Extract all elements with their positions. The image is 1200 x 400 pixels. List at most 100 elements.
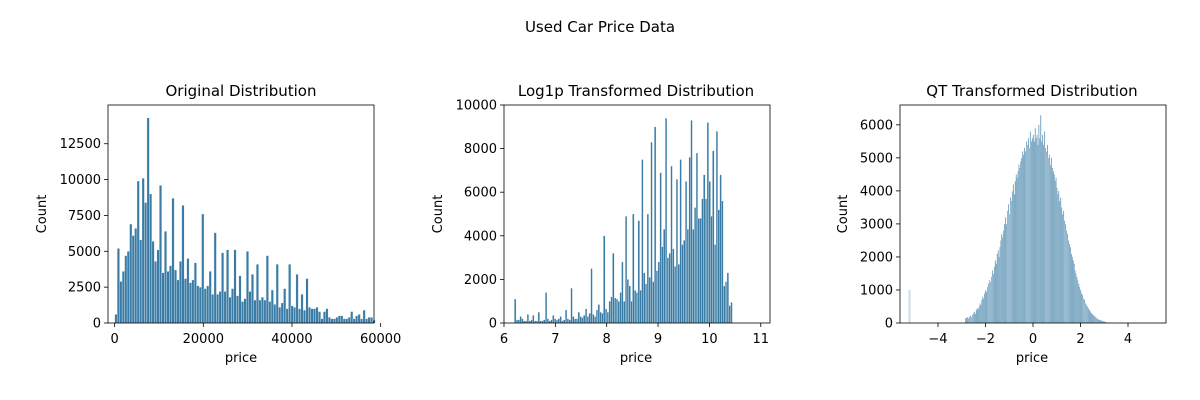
histogram-bar (634, 290, 637, 324)
histogram-bar (659, 172, 662, 324)
histogram-bar (345, 318, 349, 324)
histogram-bar (246, 251, 249, 324)
x-axis-ticks: 0 20000 40000 60000 (111, 323, 401, 347)
panel-title: Original Distribution (166, 82, 317, 100)
histogram-bar (141, 177, 145, 324)
histogram-bar (712, 150, 715, 324)
histogram-bar (724, 281, 728, 324)
histogram-bar (179, 261, 182, 324)
histogram-bar (686, 229, 689, 324)
histogram-bar (652, 281, 655, 324)
y-axis-ticks: 0 2000 4000 6000 8000 10000 (456, 99, 504, 332)
histogram-bar (723, 285, 726, 324)
histogram-bar (116, 248, 120, 324)
histogram-bar (318, 311, 321, 324)
histogram-bar (666, 257, 669, 324)
histogram-bar (146, 117, 150, 324)
histogram-bar (315, 307, 319, 324)
histogram-bar (670, 165, 673, 324)
histogram-bar (325, 308, 329, 324)
histogram-bar (619, 292, 622, 324)
x-tick-label: 11 (752, 332, 769, 347)
x-tick-label: 6 (500, 332, 508, 347)
histogram-bar (184, 278, 187, 324)
histogram-bar (124, 255, 128, 324)
y-tick-label: 4000 (464, 229, 497, 244)
panel-title: QT Transformed Distribution (926, 82, 1137, 100)
histogram-bar (241, 301, 244, 324)
histogram-bar (350, 311, 354, 324)
panel-log1p-distribution: Log1p Transformed Distribution 0 2000 4000… (431, 82, 771, 366)
x-axis-label: price (225, 351, 257, 366)
histogram-bar (595, 309, 599, 324)
histogram-bar (597, 304, 600, 324)
bar-series (908, 114, 1110, 324)
histogram-bar (221, 252, 225, 324)
histogram-bar (278, 307, 282, 324)
histogram-bar (648, 277, 651, 324)
y-tick-label: 5000 (860, 151, 893, 166)
histogram-bar (695, 152, 699, 324)
histogram-bar (563, 319, 566, 324)
histogram-bar (198, 286, 202, 324)
histogram-bar (526, 314, 529, 324)
histogram-bar (260, 297, 264, 324)
histogram-bar (335, 317, 339, 324)
histogram-bar (606, 311, 609, 324)
histogram-bar (601, 313, 604, 324)
histogram-bar (710, 216, 713, 324)
histogram-bar (144, 202, 148, 324)
y-tick-label: 1000 (860, 283, 893, 298)
histogram-bar (231, 288, 234, 324)
histogram-bar (320, 318, 324, 324)
histogram-bar (342, 318, 346, 324)
x-tick-label: 0 (111, 332, 119, 347)
histogram-bar (519, 316, 522, 324)
histogram-bar (704, 198, 708, 324)
histogram-bar (594, 316, 597, 324)
histogram-bar (574, 318, 577, 324)
y-axis-ticks: 0 2500 5000 7500 10000 12500 (60, 137, 108, 332)
histogram-bar (206, 285, 210, 324)
histogram-bar (136, 180, 140, 324)
histogram-bar (161, 272, 165, 324)
x-tick-label: 2 (1076, 332, 1084, 347)
histogram-bar (228, 297, 232, 324)
outlier-bar (908, 289, 911, 323)
histogram-bar (532, 315, 535, 324)
y-axis-label: Count (836, 195, 851, 234)
histogram-bar (218, 291, 222, 324)
histogram-bar (650, 141, 653, 324)
x-tick-label: 7 (551, 332, 559, 347)
x-tick-label: 60000 (360, 332, 401, 347)
histogram-bar (559, 316, 562, 324)
histogram-bar (521, 318, 524, 324)
histogram-bar (367, 317, 371, 324)
histogram-bar (126, 251, 130, 324)
histogram-bar (164, 231, 167, 324)
plot-frame (503, 104, 771, 324)
plot-frame (107, 104, 375, 324)
histogram-bar (285, 308, 289, 324)
histogram-bar (630, 301, 633, 324)
y-tick-label: 0 (489, 317, 497, 332)
histogram-bar (328, 317, 331, 324)
histogram-bar (708, 181, 711, 324)
bar-series (114, 117, 376, 324)
x-tick-label: 20000 (183, 332, 224, 347)
histogram-bar (233, 249, 237, 324)
histogram-bar (721, 200, 724, 324)
histogram-bar (621, 261, 624, 324)
histogram-bar (330, 318, 334, 324)
histogram-bar (699, 218, 702, 324)
histogram-bar (566, 318, 569, 324)
histogram-bar (313, 308, 316, 324)
histogram-bar (139, 239, 143, 324)
histogram-bar (579, 316, 582, 324)
histogram-bar (588, 313, 591, 324)
histogram-bar (688, 157, 691, 324)
histogram-bar (592, 314, 595, 324)
histogram-bar (357, 314, 361, 324)
histogram-bar (203, 288, 207, 324)
histogram-bar (575, 318, 579, 324)
